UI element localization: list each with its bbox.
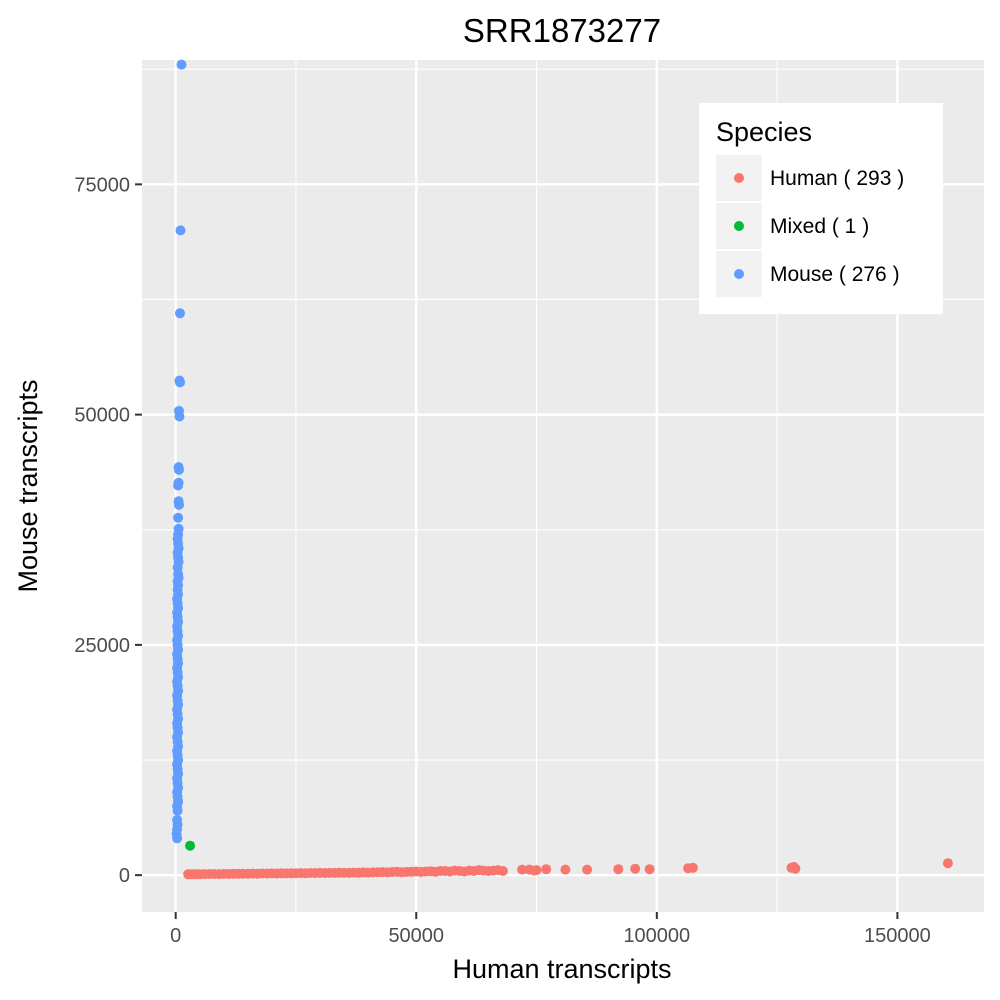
legend-label: Mixed ( 1 ) <box>770 215 869 238</box>
legend-swatch <box>734 221 744 231</box>
data-point <box>683 863 694 874</box>
legend-items: Human ( 293 ) Mixed ( 1 ) Mouse ( 276 ) <box>716 155 904 297</box>
x-tick-label: 0 <box>170 925 181 947</box>
legend-title: Species <box>716 117 812 147</box>
y-axis-title: Mouse transcripts <box>13 379 43 592</box>
y-tick-label: 0 <box>119 865 130 887</box>
data-point <box>524 864 535 875</box>
points-layer <box>171 59 953 880</box>
data-point <box>174 411 185 422</box>
x-axis-title: Human transcripts <box>452 954 671 984</box>
data-point <box>541 864 552 875</box>
chart-title: SRR1873277 <box>463 12 661 49</box>
data-point <box>174 464 184 475</box>
data-point <box>560 864 571 875</box>
data-point <box>613 864 624 875</box>
data-point <box>175 225 186 236</box>
data-point <box>173 480 184 491</box>
data-point <box>630 863 641 874</box>
legend: Species Human ( 293 ) Mixed ( 1 ) Mouse ( … <box>699 103 943 314</box>
data-point <box>174 499 184 510</box>
x-tick-label: 150000 <box>864 925 931 947</box>
data-point <box>644 864 655 875</box>
legend-swatch <box>734 269 744 279</box>
legend-label: Mouse ( 276 ) <box>770 263 900 286</box>
data-point <box>942 858 953 869</box>
data-point <box>175 308 185 319</box>
y-tick-label: 50000 <box>74 405 130 427</box>
x-tick-label: 100000 <box>623 925 690 947</box>
axes-layer: 0 50000 100000 150000 0 25000 50000 75000 <box>74 174 930 947</box>
data-point <box>172 833 183 844</box>
data-point <box>517 864 528 875</box>
data-point <box>183 869 194 880</box>
y-tick-label: 25000 <box>74 635 130 657</box>
data-point <box>185 840 196 851</box>
data-point <box>176 59 187 70</box>
data-point <box>175 377 185 388</box>
data-point <box>172 805 183 816</box>
data-point <box>582 864 593 875</box>
y-tick-label: 75000 <box>74 174 130 196</box>
data-point <box>790 863 801 874</box>
data-point <box>173 512 184 523</box>
x-tick-label: 50000 <box>388 925 444 947</box>
legend-swatch <box>734 173 744 183</box>
legend-label: Human ( 293 ) <box>770 167 904 190</box>
